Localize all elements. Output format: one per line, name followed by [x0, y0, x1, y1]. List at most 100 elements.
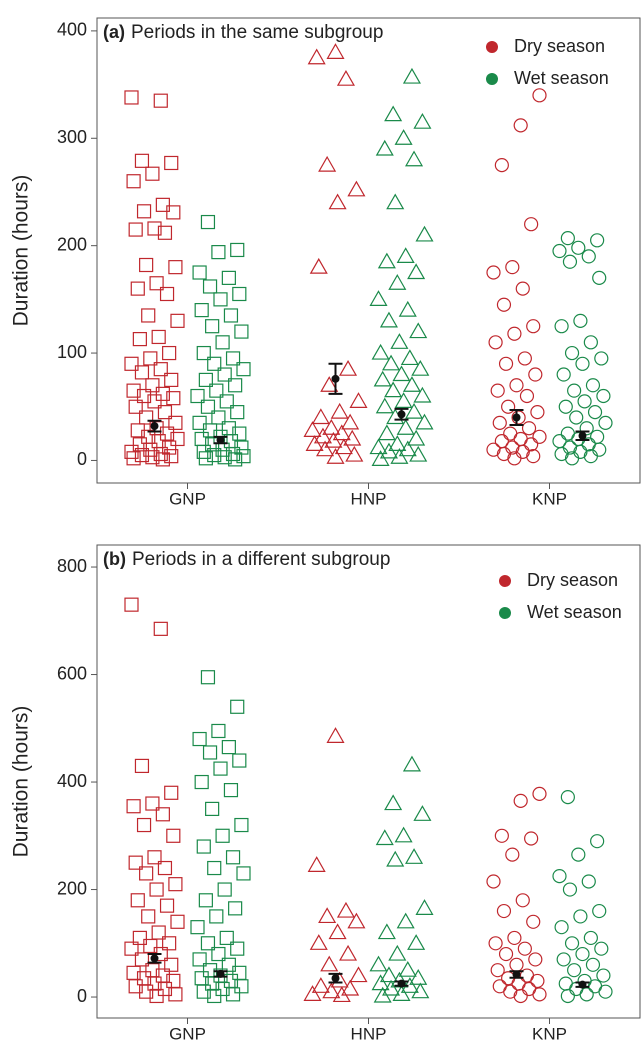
- data-point: [560, 231, 575, 246]
- data-point: [143, 938, 158, 954]
- data-point: [526, 914, 541, 929]
- data-point: [530, 973, 545, 989]
- data-point: [211, 723, 226, 739]
- panel: 0 100 200 300 400 Duration (hours) GNP HNP KNP (a…: [10, 17, 641, 508]
- data-point: [562, 882, 578, 897]
- data-point: [407, 263, 426, 280]
- data-point: [492, 415, 507, 430]
- data-point: [379, 442, 398, 459]
- data-point: [415, 413, 434, 430]
- data-point: [234, 817, 249, 833]
- data-point: [526, 319, 541, 334]
- data-point: [236, 449, 251, 464]
- legend-marker: [486, 41, 498, 53]
- data-point: [564, 936, 580, 951]
- data-point: [318, 155, 337, 172]
- data-point: [384, 794, 403, 811]
- data-point: [396, 247, 415, 264]
- data-point: [532, 786, 547, 801]
- data-point: [554, 920, 569, 935]
- data-point: [151, 329, 166, 345]
- data-point: [207, 988, 222, 1004]
- data-point: [219, 930, 234, 946]
- data-point: [556, 952, 571, 967]
- data-point: [215, 828, 230, 843]
- data-point: [134, 758, 150, 774]
- data-point: [328, 193, 347, 210]
- data-point: [505, 847, 520, 862]
- data-point: [305, 435, 324, 451]
- data-point: [388, 274, 407, 290]
- mean-point: [216, 969, 225, 978]
- data-point: [373, 370, 392, 387]
- data-point: [132, 437, 147, 452]
- data-point: [230, 242, 245, 258]
- data-point: [228, 901, 243, 916]
- data-point: [505, 260, 520, 275]
- mean-point: [397, 979, 406, 988]
- data-point: [402, 376, 421, 392]
- data-point: [521, 421, 537, 436]
- data-point: [221, 957, 236, 972]
- data-point: [524, 437, 539, 452]
- data-point: [571, 847, 586, 862]
- data-point: [225, 351, 241, 366]
- data-point: [145, 450, 160, 465]
- data-point: [309, 934, 328, 950]
- y-tick-label: 600: [57, 663, 87, 683]
- data-point: [236, 866, 251, 881]
- data-point: [583, 930, 598, 946]
- data-point: [405, 402, 424, 419]
- x-tick-label: GNP: [169, 1024, 206, 1043]
- data-point: [334, 438, 353, 455]
- data-point: [579, 421, 594, 436]
- data-point: [341, 413, 360, 430]
- data-point: [170, 313, 185, 328]
- data-point: [405, 150, 424, 167]
- data-point: [147, 976, 162, 991]
- data-point: [164, 449, 179, 464]
- data-point: [311, 977, 330, 993]
- data-point: [320, 376, 339, 392]
- data-point: [143, 442, 158, 457]
- data-point: [392, 365, 411, 382]
- data-point: [196, 345, 211, 361]
- data-point: [164, 957, 179, 972]
- data-point: [232, 753, 247, 768]
- data-point: [207, 860, 222, 876]
- data-point: [211, 245, 226, 260]
- data-point: [170, 914, 185, 929]
- data-point: [524, 831, 539, 846]
- data-point: [488, 335, 503, 350]
- data-point: [569, 410, 584, 425]
- data-point: [211, 946, 226, 962]
- data-point: [139, 257, 154, 273]
- data-point: [517, 351, 532, 366]
- data-point: [153, 362, 168, 377]
- data-point: [564, 345, 580, 361]
- data-point: [496, 903, 512, 919]
- data-point: [194, 774, 209, 790]
- data-point: [530, 405, 545, 420]
- data-point: [145, 796, 160, 811]
- mean-point: [150, 954, 159, 963]
- data-point: [134, 447, 150, 463]
- data-point: [153, 446, 168, 462]
- y-tick-label: 0: [77, 449, 87, 469]
- data-point: [307, 856, 326, 872]
- data-point: [207, 356, 222, 371]
- data-point: [136, 204, 152, 219]
- data-point: [215, 335, 230, 350]
- data-point: [596, 388, 611, 404]
- data-point: [375, 139, 394, 156]
- data-point: [554, 446, 569, 462]
- x-tick-label: HNP: [351, 1024, 387, 1043]
- data-point: [190, 388, 205, 404]
- data-point: [209, 383, 224, 398]
- data-point: [166, 828, 181, 843]
- data-point: [223, 782, 239, 798]
- data-point: [513, 793, 528, 808]
- mean-point: [512, 970, 521, 979]
- data-point: [128, 855, 143, 870]
- data-point: [232, 286, 247, 302]
